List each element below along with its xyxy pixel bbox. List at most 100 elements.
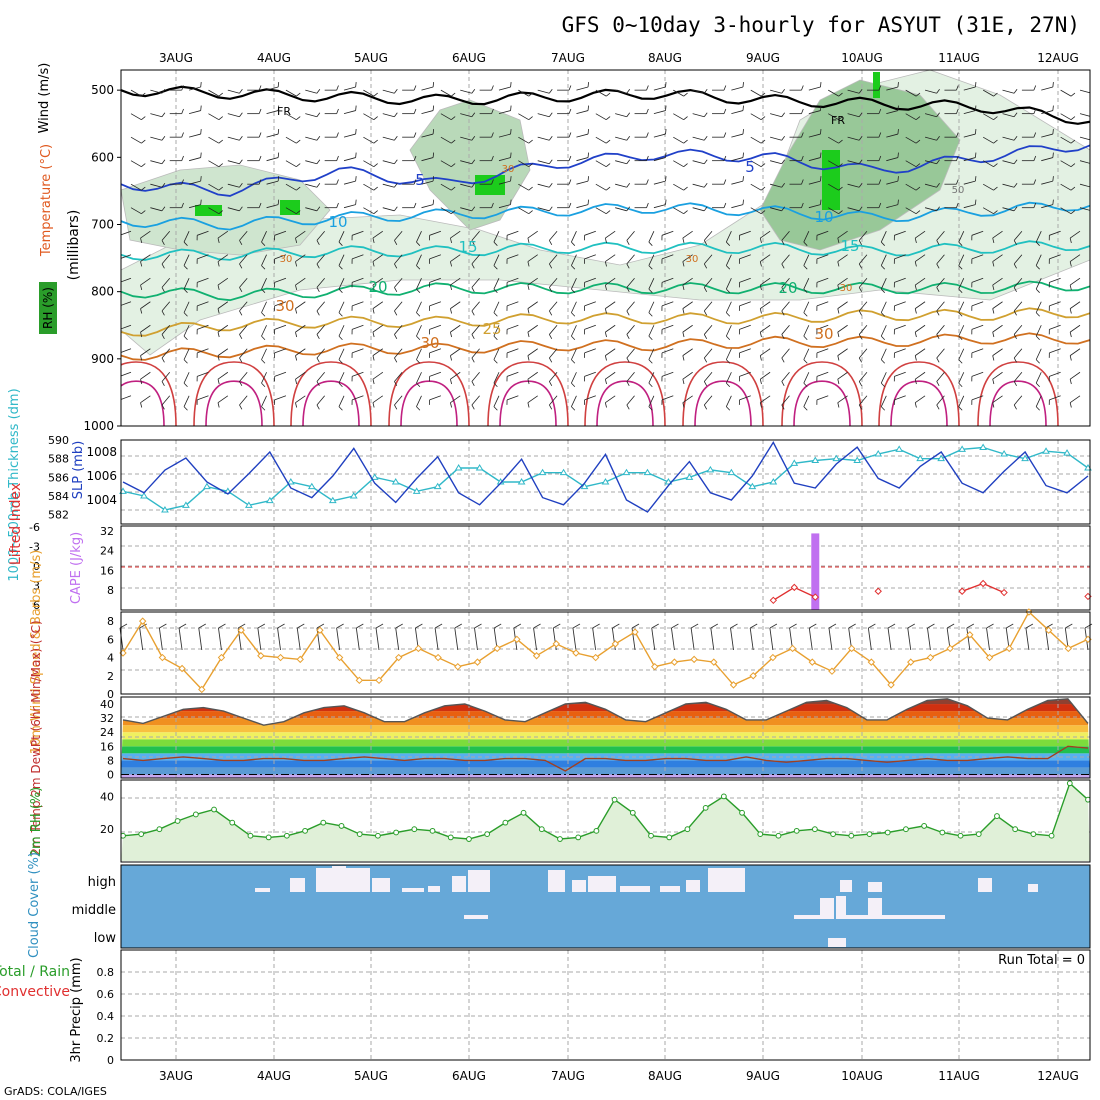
wind-barb-flag [880,382,886,388]
wind-barb-flag [726,265,731,270]
wind-barb [924,183,937,188]
wind-barb-flag [956,132,959,138]
wind-barb-flag [491,179,494,185]
wind-barb-flag [648,335,653,341]
wind-barb [416,372,422,384]
wind-barb [1041,133,1053,138]
wind-barb [571,278,577,290]
wind-barb-10m [749,627,754,651]
wind-barb [493,372,500,384]
wind-barb-flag [682,285,685,291]
data-point [414,644,423,653]
wind-barb [808,157,821,162]
wind-barb-10m [730,627,734,651]
wind-barb [1069,230,1081,239]
wind-barb [682,371,693,380]
data-point [874,450,883,457]
wind-barb-flag [316,112,321,118]
wind-barb-flag [217,332,220,338]
wind-barb-flag [803,288,808,293]
data-point [975,831,982,838]
wind-barb [963,180,976,185]
wind-barb-flag [1035,265,1040,270]
y-tick-label-wind: 4 [107,652,114,665]
wind-barb [416,325,422,337]
wind-barb-flag [432,152,435,158]
wind-barb [781,324,790,335]
rh-high-patch [280,200,300,215]
data-point [174,818,181,824]
wind-barb-flag [837,237,840,244]
wind-barb [571,372,577,384]
wind-barb [527,254,538,262]
wind-barb-flag [451,116,456,120]
wind-barb-flag [413,132,417,138]
data-point [493,644,501,653]
wind-barb [682,395,693,403]
isotherm-warm-loop [487,361,569,426]
wind-barb-flag [858,310,863,316]
upper-air-frame [120,69,1091,427]
data-point [866,831,873,838]
wind-barb-flag [956,202,959,208]
wind-barb [739,371,751,377]
wind-barb [527,348,538,356]
wind-barb-flag [394,334,398,340]
wind-barb-flag [451,210,456,215]
wind-barb-flag [759,355,762,361]
contour-label: 30 [275,297,294,315]
wind-barb-flag [316,159,321,165]
wind-barb [351,348,364,354]
wind-barb-flag [491,155,494,161]
wind-barb-flag [261,241,266,246]
wind-barb [274,324,287,330]
wind-barb-flag [897,82,899,88]
wind-barb-flag [880,288,886,293]
wind-barb-flag [1069,285,1072,291]
data-point [729,681,738,689]
wind-barb-10m [198,627,203,651]
wind-barb-flag [1035,382,1040,388]
wind-barb-flag [992,355,995,361]
wind-barb-flag [915,116,921,120]
wind-barb [739,301,751,307]
wind-barb-flag [781,334,785,340]
wind-barb-flag [974,105,977,111]
cloud-patch [708,868,745,892]
wind-barb [982,183,994,191]
wind-barb [121,371,132,377]
wind-barb [261,325,267,337]
wind-barb-flag [1013,206,1018,212]
wind-barb-flag [682,379,685,385]
wind-barb-flag [1013,334,1017,340]
wind-barb [958,325,965,337]
wind-barb-10m-flag [139,623,147,629]
wind-barb-flag [1092,113,1095,117]
y-axis-label-wind-10m: 10m Wind Speed & Barbs (m/s) [29,550,44,755]
wind-barb-10m [257,627,262,651]
y-tick-label-temp: 16 [100,740,114,753]
y-tick-label-precip: 0.2 [97,1032,115,1045]
y-axis-label-precip: 3hr Precip (mm) [69,957,84,1062]
wind-barb-flag [781,381,785,387]
wind-barb [963,86,976,91]
isotherm-warm-loop [388,361,470,426]
data-point [828,667,836,675]
wind-barb [197,277,209,283]
wind-barb [1013,324,1023,335]
data-point [1064,644,1073,653]
wind-barb-flag [373,163,378,167]
wind-barb-flag [181,179,184,185]
wind-barb-flag [217,261,220,267]
wind-barb [1002,136,1015,141]
wind-barb-flag [703,310,708,316]
wind-barb [549,301,558,312]
wind-barb-flag [605,139,611,144]
wind-barb-flag [781,404,785,410]
wind-barb [239,395,248,406]
wind-barb-flag [915,210,921,215]
wind-barb-flag [1035,335,1040,341]
wind-barb [770,160,782,165]
y-tick-label-slp: 1004 [86,493,117,507]
wind-barb-flag [1052,199,1054,205]
